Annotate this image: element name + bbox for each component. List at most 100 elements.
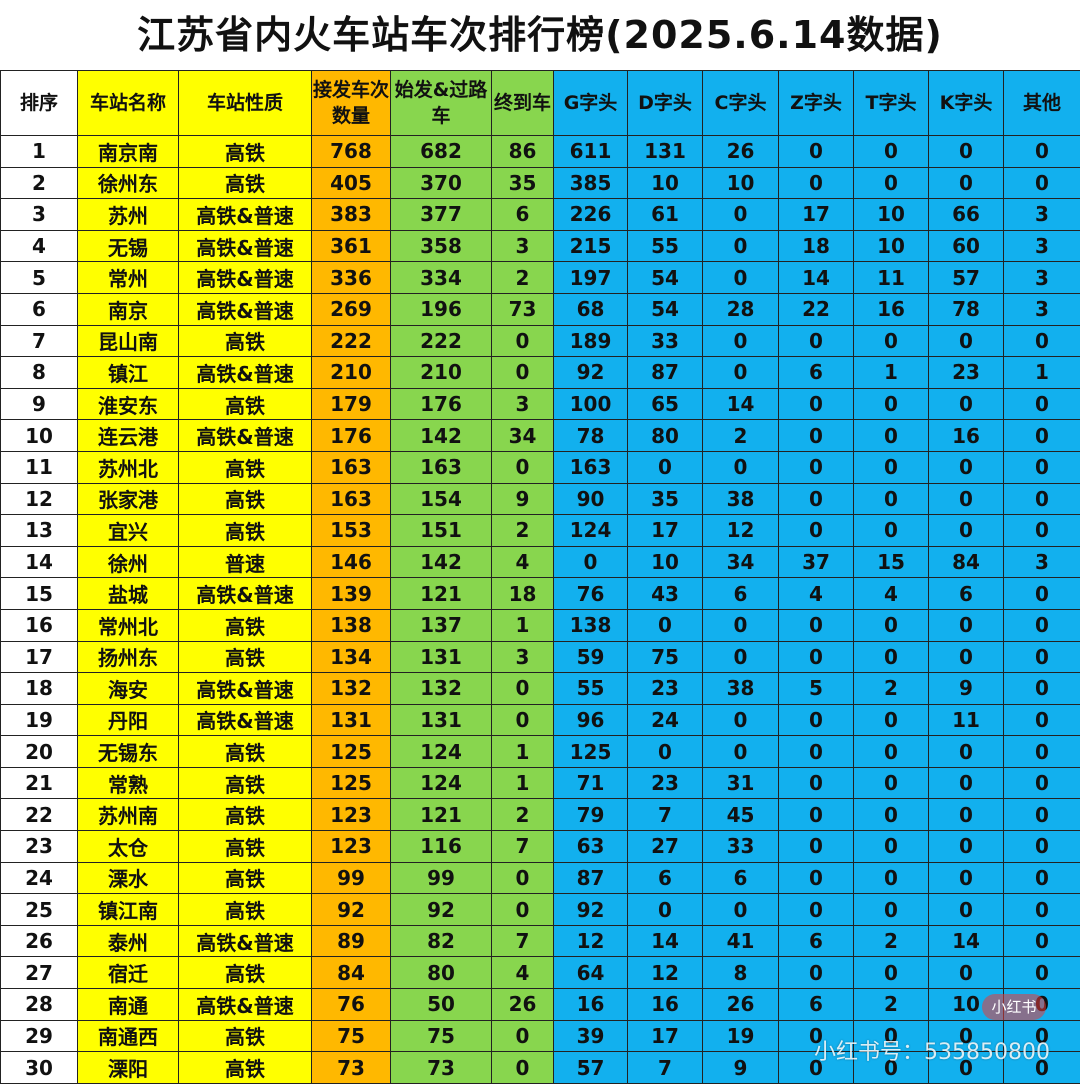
cell-type: 高铁 xyxy=(178,956,312,990)
cell-through: 370 xyxy=(390,166,492,200)
cell-c: 9 xyxy=(702,1051,779,1084)
cell-k: 0 xyxy=(928,135,1004,168)
cell-type: 高铁 xyxy=(178,166,312,200)
cell-terminal: 35 xyxy=(491,166,554,200)
cell-through: 131 xyxy=(390,640,492,674)
cell-other: 0 xyxy=(1003,640,1080,674)
cell-t: 0 xyxy=(853,861,929,895)
cell-station: 扬州东 xyxy=(77,640,179,674)
cell-rank: 25 xyxy=(0,893,78,926)
cell-c: 0 xyxy=(702,608,779,642)
cell-type: 高铁 xyxy=(178,387,312,421)
cell-station: 常州北 xyxy=(77,608,179,642)
cell-g: 226 xyxy=(553,198,628,231)
cell-total: 131 xyxy=(311,703,391,737)
cell-d: 27 xyxy=(627,830,703,863)
cell-k: 0 xyxy=(928,735,1004,768)
cell-terminal: 9 xyxy=(491,482,554,516)
cell-other: 0 xyxy=(1003,577,1080,610)
cell-other: 0 xyxy=(1003,514,1080,547)
cell-z: 0 xyxy=(778,419,854,452)
table-row: 4 无锡 高铁&普速 361 358 3 215 55 0 18 10 60 3 xyxy=(0,229,1080,263)
cell-total: 361 xyxy=(311,229,391,263)
cell-terminal: 7 xyxy=(491,830,554,863)
cell-other: 0 xyxy=(1003,608,1080,642)
cell-through: 132 xyxy=(390,672,492,705)
cell-g: 0 xyxy=(553,545,628,579)
cell-station: 宜兴 xyxy=(77,514,179,547)
cell-other: 0 xyxy=(1003,893,1080,926)
cell-d: 16 xyxy=(627,988,703,1021)
table-row: 29 南通西 高铁 75 75 0 39 17 19 0 0 0 0 xyxy=(0,1019,1080,1053)
cell-t: 11 xyxy=(853,261,929,294)
cell-k: 0 xyxy=(928,608,1004,642)
cell-through: 75 xyxy=(390,1019,492,1053)
cell-other: 0 xyxy=(1003,450,1080,484)
table-body: 1 南京南 高铁 768 682 86 611 131 26 0 0 0 0 2 徐州东 高铁 405 370 35… xyxy=(0,135,1080,1084)
cell-station: 徐州东 xyxy=(77,166,179,200)
header-other: 其他 xyxy=(1003,70,1080,136)
cell-station: 溧阳 xyxy=(77,1051,179,1084)
cell-rank: 5 xyxy=(0,261,78,294)
cell-z: 0 xyxy=(778,703,854,737)
cell-c: 14 xyxy=(702,387,779,421)
cell-terminal: 0 xyxy=(491,861,554,895)
cell-type: 高铁&普速 xyxy=(178,198,312,231)
cell-other: 0 xyxy=(1003,924,1080,958)
cell-g: 124 xyxy=(553,514,628,547)
cell-z: 5 xyxy=(778,672,854,705)
cell-t: 0 xyxy=(853,1051,929,1084)
cell-d: 23 xyxy=(627,672,703,705)
cell-z: 0 xyxy=(778,861,854,895)
cell-rank: 30 xyxy=(0,1051,78,1084)
cell-g: 71 xyxy=(553,766,628,800)
cell-station: 昆山南 xyxy=(77,324,179,358)
cell-z: 6 xyxy=(778,356,854,389)
cell-t: 10 xyxy=(853,198,929,231)
cell-through: 82 xyxy=(390,924,492,958)
cell-rank: 2 xyxy=(0,166,78,200)
cell-through: 151 xyxy=(390,514,492,547)
cell-total: 153 xyxy=(311,514,391,547)
cell-z: 0 xyxy=(778,766,854,800)
table-row: 27 宿迁 高铁 84 80 4 64 12 8 0 0 0 0 xyxy=(0,956,1080,990)
cell-z: 0 xyxy=(778,608,854,642)
cell-terminal: 6 xyxy=(491,198,554,231)
cell-k: 0 xyxy=(928,514,1004,547)
cell-d: 23 xyxy=(627,766,703,800)
cell-z: 0 xyxy=(778,830,854,863)
cell-through: 176 xyxy=(390,387,492,421)
cell-total: 163 xyxy=(311,450,391,484)
cell-rank: 13 xyxy=(0,514,78,547)
cell-through: 116 xyxy=(390,830,492,863)
cell-station: 南京南 xyxy=(77,135,179,168)
cell-terminal: 26 xyxy=(491,988,554,1021)
cell-station: 常州 xyxy=(77,261,179,294)
cell-type: 高铁&普速 xyxy=(178,356,312,389)
cell-type: 高铁 xyxy=(178,324,312,358)
cell-c: 0 xyxy=(702,735,779,768)
cell-z: 0 xyxy=(778,798,854,832)
cell-station: 太仓 xyxy=(77,830,179,863)
table-row: 30 溧阳 高铁 73 73 0 57 7 9 0 0 0 0 xyxy=(0,1051,1080,1084)
cell-t: 0 xyxy=(853,735,929,768)
cell-k: 0 xyxy=(928,482,1004,516)
cell-total: 179 xyxy=(311,387,391,421)
header-terminal: 终到车 xyxy=(491,70,554,136)
cell-k: 78 xyxy=(928,292,1004,326)
cell-z: 0 xyxy=(778,893,854,926)
cell-g: 12 xyxy=(553,924,628,958)
cell-z: 0 xyxy=(778,735,854,768)
cell-rank: 17 xyxy=(0,640,78,674)
cell-station: 泰州 xyxy=(77,924,179,958)
header-row: 排序 车站名称 车站性质 接发车次数量 始发&过路车 终到车 G字头 D字头 C… xyxy=(0,70,1080,136)
cell-rank: 22 xyxy=(0,798,78,832)
cell-other: 0 xyxy=(1003,798,1080,832)
cell-through: 210 xyxy=(390,356,492,389)
cell-z: 0 xyxy=(778,1051,854,1084)
table-row: 9 淮安东 高铁 179 176 3 100 65 14 0 0 0 0 xyxy=(0,387,1080,421)
cell-z: 4 xyxy=(778,577,854,610)
cell-station: 无锡 xyxy=(77,229,179,263)
cell-t: 0 xyxy=(853,450,929,484)
header-k: K字头 xyxy=(928,70,1004,136)
